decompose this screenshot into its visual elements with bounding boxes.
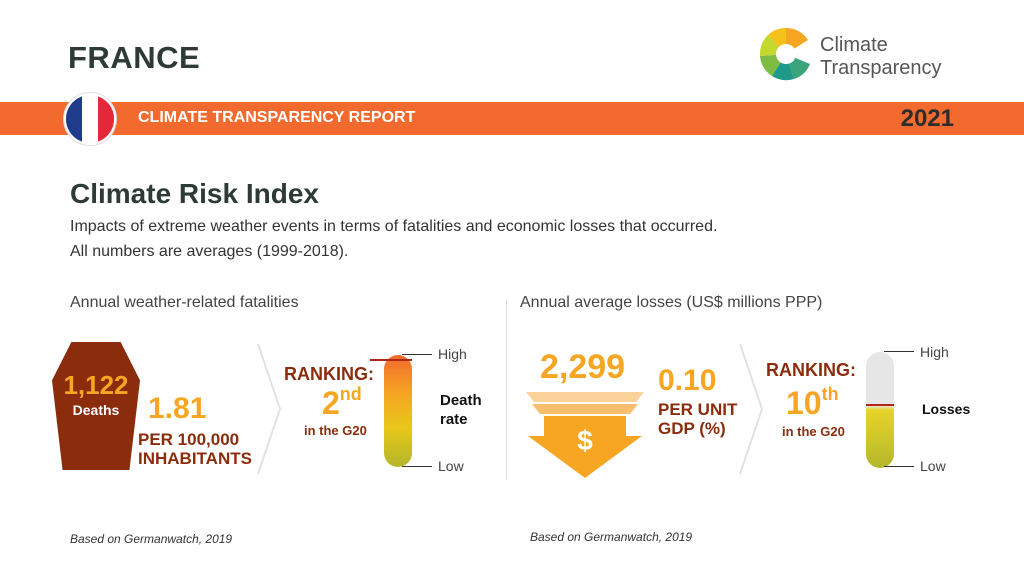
fatalities-rank-number: 2 — [322, 385, 340, 421]
losses-heading: Annual average losses (US$ millions PPP) — [520, 294, 823, 311]
losses-rank-sub: in the G20 — [782, 424, 845, 439]
section-description: Impacts of extreme weather events in ter… — [70, 218, 718, 235]
losses-gauge-label: Losses — [922, 401, 971, 417]
section-note: All numbers are averages (1999-2018). — [70, 243, 349, 260]
france-flag-icon — [64, 93, 116, 145]
panel-divider — [506, 300, 507, 480]
gauge-label-line2: rate — [440, 411, 468, 428]
gauge-label-line1: Death — [440, 392, 482, 409]
section-title: Climate Risk Index — [70, 178, 319, 209]
per-gdp-label-line1: PER UNIT — [658, 400, 738, 419]
gauge-high-tick — [402, 354, 432, 355]
deaths-hexagon — [52, 342, 140, 470]
losses-rank-suffix: th — [821, 384, 839, 404]
logo-icon — [759, 27, 810, 81]
losses-gauge-high-label: High — [920, 344, 949, 360]
logo-text-line1: Climate — [820, 34, 888, 56]
deaths-value: 1,122 — [63, 370, 129, 400]
losses-marker — [866, 404, 894, 406]
report-year: 2021 — [900, 105, 954, 132]
per-capita-label-line1: PER 100,000 — [138, 430, 240, 449]
losses-rank-number: 10 — [786, 385, 822, 421]
gauge-high-label: High — [438, 346, 467, 362]
per-capita-value: 1.81 — [148, 392, 207, 425]
country-title: FRANCE — [68, 40, 201, 75]
fatalities-ranking-label: RANKING: — [284, 364, 374, 384]
losses-value: 2,299 — [540, 348, 626, 386]
losses-ranking-label: RANKING: — [766, 360, 856, 380]
per-gdp-value: 0.10 — [658, 364, 717, 397]
dollar-arrow-icon: $ — [526, 392, 644, 478]
losses-gauge-low-tick — [884, 466, 914, 467]
per-capita-label-line2: INHABITANTS — [138, 449, 252, 468]
fatalities-rank-sub: in the G20 — [304, 423, 367, 438]
banner-title: CLIMATE TRANSPARENCY REPORT — [138, 109, 416, 126]
gauge-low-tick — [402, 466, 432, 467]
chevron-divider-icon-2 — [739, 343, 764, 475]
losses-source: Based on Germanwatch, 2019 — [530, 530, 693, 544]
losses-gauge — [866, 352, 894, 468]
dollar-symbol: $ — [577, 425, 593, 456]
fatalities-rank-suffix: nd — [339, 384, 362, 404]
climate-transparency-logo: Climate Transparency — [758, 26, 968, 86]
logo-text-line2: Transparency — [820, 57, 942, 79]
per-gdp-label-line2: GDP (%) — [658, 419, 726, 438]
losses-gauge-high-tick — [884, 351, 914, 352]
gauge-low-label: Low — [438, 458, 464, 474]
death-rate-gauge — [384, 355, 412, 467]
death-rate-marker — [370, 359, 412, 361]
losses-gauge-low-label: Low — [920, 458, 946, 474]
fatalities-source: Based on Germanwatch, 2019 — [70, 532, 233, 546]
report-banner: CLIMATE TRANSPARENCY REPORT 2021 — [0, 102, 1024, 135]
deaths-label: Deaths — [72, 402, 120, 418]
fatalities-heading: Annual weather-related fatalities — [70, 294, 299, 311]
chevron-divider-icon — [257, 343, 282, 475]
